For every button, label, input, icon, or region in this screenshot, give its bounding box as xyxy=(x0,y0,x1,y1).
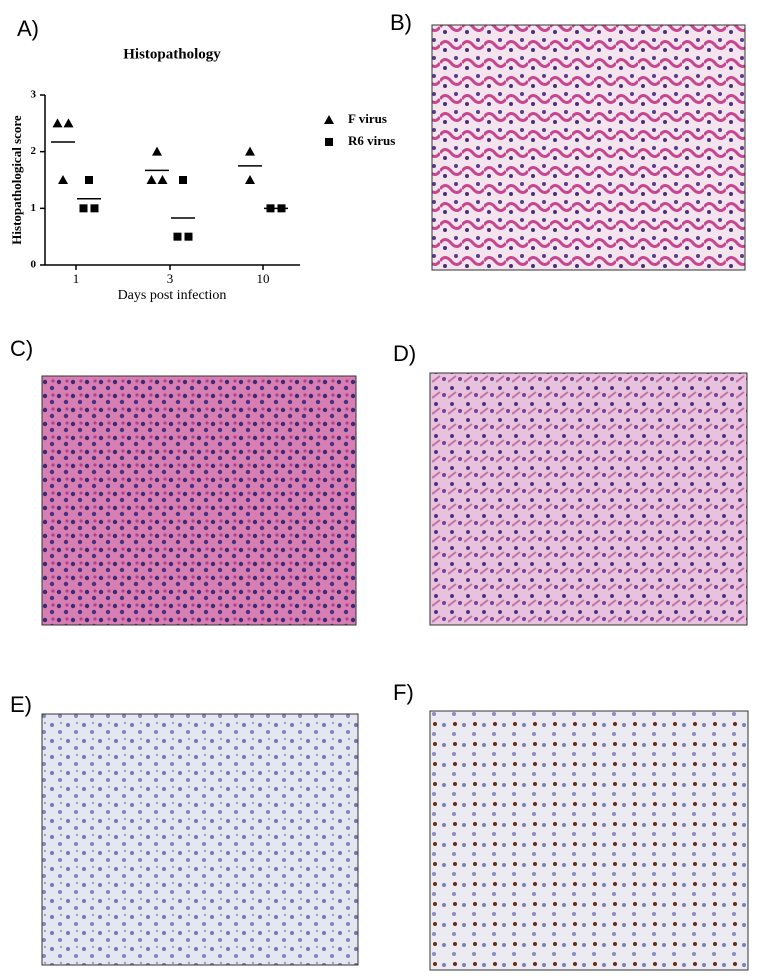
micrograph xyxy=(41,375,357,626)
point xyxy=(90,204,99,213)
point xyxy=(146,175,157,184)
panel-label: C) xyxy=(10,336,33,361)
micrograph xyxy=(429,710,749,971)
point xyxy=(79,204,88,213)
x-tick-label: 3 xyxy=(167,271,174,286)
point xyxy=(245,146,255,156)
legend-label: F virus xyxy=(348,111,387,126)
panel-label: E) xyxy=(10,692,32,717)
panel-label: F) xyxy=(393,680,414,705)
x-tick-label: 1 xyxy=(73,271,80,286)
panel-label: B) xyxy=(390,10,412,35)
point xyxy=(245,175,255,184)
panel-label: A) xyxy=(17,16,39,41)
y-tick-label: 0 xyxy=(31,259,37,271)
point xyxy=(184,232,193,241)
x-tick-label: 10 xyxy=(257,271,270,286)
chart: Histopathology Days post infection Histo… xyxy=(9,46,395,303)
x-axis-label: Days post infection xyxy=(118,288,227,303)
point xyxy=(58,175,68,184)
micrograph xyxy=(429,372,748,626)
point xyxy=(85,176,93,184)
point xyxy=(324,115,334,124)
micrograph xyxy=(431,24,746,271)
point xyxy=(152,146,162,156)
chart-title: Histopathology xyxy=(123,46,221,62)
legend-label: R6 virus xyxy=(348,133,395,148)
panel-label: D) xyxy=(393,341,416,366)
point xyxy=(325,138,333,146)
y-tick-label: 3 xyxy=(31,89,37,101)
y-axis-label: Histopathological score xyxy=(9,115,24,245)
point xyxy=(173,232,182,241)
micrograph xyxy=(41,713,359,966)
point xyxy=(157,175,168,184)
point xyxy=(179,176,187,184)
y-tick-label: 2 xyxy=(31,145,37,157)
point xyxy=(52,118,63,128)
point xyxy=(63,118,74,128)
y-tick-label: 1 xyxy=(31,202,37,214)
